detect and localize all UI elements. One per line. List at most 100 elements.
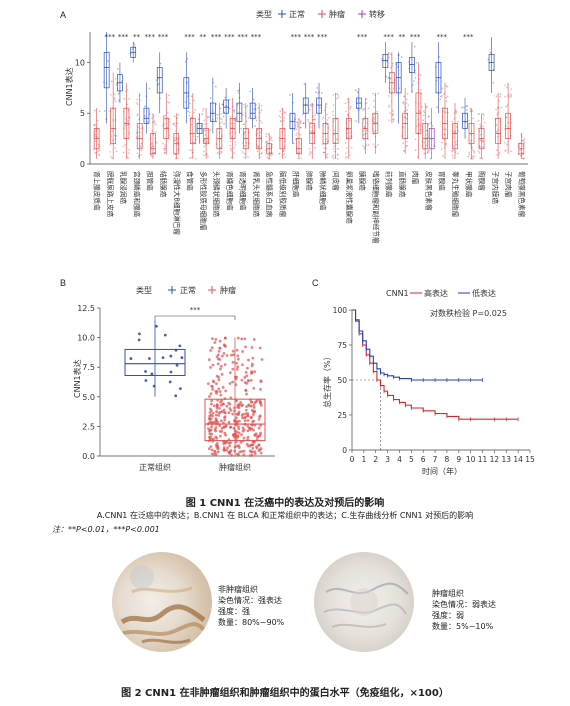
panel-a-significance: *** *** ** *** *** *** ** *** *** *** *** *** *** ***… [105, 33, 474, 41]
data-point [164, 151, 166, 154]
data-point [243, 123, 246, 125]
data-point [253, 409, 257, 413]
data-point [422, 114, 425, 117]
data-point [223, 336, 227, 340]
data-point [392, 118, 395, 121]
data-point [233, 409, 236, 413]
data-point [166, 111, 169, 114]
data-point [325, 154, 328, 157]
data-point [332, 154, 335, 156]
y-tick-label: 0 [80, 160, 85, 169]
ihc-normal-tissue-type: 非肿瘤组织 [218, 585, 258, 594]
data-point [296, 121, 299, 124]
data-point [326, 123, 328, 126]
x-tick-label: 胸腺瘤 [478, 171, 487, 191]
data-point [240, 450, 244, 453]
data-point [215, 355, 219, 359]
data-point [232, 433, 236, 436]
data-point [166, 126, 169, 129]
data-point [217, 114, 219, 116]
data-point [303, 83, 306, 85]
data-point [323, 147, 325, 149]
data-point [210, 448, 214, 452]
data-point [505, 116, 508, 119]
panel-a-y-label: CNN1表达 [64, 67, 74, 106]
data-point [223, 111, 226, 114]
data-point [427, 151, 429, 153]
survival-curve-低表达 [352, 309, 483, 381]
data-point [377, 92, 379, 95]
data-point [510, 88, 513, 91]
data-point [213, 450, 217, 454]
data-point [349, 135, 351, 137]
panel-c-y-label: 总生存率（%） [322, 352, 332, 408]
ihc-tumor-staining: 染色情况：弱表达 [432, 600, 496, 609]
data-point [260, 358, 264, 361]
data-point [452, 157, 454, 159]
data-point [210, 421, 214, 425]
x-tick-label: 头颈鳞状细胞癌 [212, 171, 221, 218]
data-point [212, 404, 216, 408]
data-point [235, 348, 239, 352]
data-point [243, 419, 247, 423]
x-tick-label: 子宫肉瘤 [504, 171, 513, 198]
data-point [219, 152, 222, 155]
data-point [452, 136, 455, 139]
data-point [253, 433, 257, 437]
data-point [278, 114, 281, 117]
data-point [388, 119, 390, 121]
data-point [138, 154, 140, 157]
data-point [240, 127, 243, 130]
data-point [162, 142, 164, 145]
panel-b-letter: B [60, 278, 67, 288]
data-point [232, 353, 236, 357]
data-point [418, 78, 421, 81]
data-point [237, 427, 241, 431]
data-point [94, 124, 97, 126]
data-point [192, 135, 195, 137]
data-point [222, 351, 226, 355]
data-point [224, 96, 226, 99]
ihc-normal-staining: 染色情况：强表达 [218, 596, 282, 605]
x-tick-label: 皮肤黑色素瘤 [424, 171, 433, 211]
data-point [414, 72, 417, 74]
significance-mark: *** [357, 33, 368, 41]
data-point [169, 354, 173, 358]
panel-c-x-label: 时间（年） [422, 466, 462, 476]
data-point [295, 128, 298, 131]
data-point [230, 122, 233, 125]
data-point [259, 120, 262, 122]
x-tick-label: 15 [525, 455, 535, 464]
data-point [126, 120, 129, 122]
data-point [235, 416, 238, 420]
data-point [495, 108, 497, 111]
data-point [349, 107, 351, 109]
data-point [499, 93, 502, 95]
data-point [312, 104, 314, 106]
data-point [234, 144, 237, 146]
data-point [346, 156, 348, 158]
data-point [150, 146, 153, 149]
data-point [477, 150, 480, 153]
data-point [315, 91, 317, 94]
data-point [259, 447, 263, 450]
data-point [452, 145, 455, 147]
data-point [332, 110, 334, 113]
data-point [207, 155, 209, 158]
data-point [247, 404, 251, 407]
x-tick-label: 膀胱尿路上皮癌 [106, 171, 115, 218]
data-point [209, 129, 212, 131]
data-point [362, 109, 365, 111]
data-point [235, 444, 239, 448]
data-point [373, 120, 375, 123]
data-point [249, 404, 253, 408]
significance-mark: *** [211, 33, 222, 41]
box-normal [156, 67, 163, 94]
data-point [169, 370, 173, 374]
data-point [237, 446, 241, 449]
data-point [436, 106, 438, 109]
data-point [495, 95, 498, 98]
data-point [365, 98, 368, 100]
significance-mark: *** [224, 33, 235, 41]
